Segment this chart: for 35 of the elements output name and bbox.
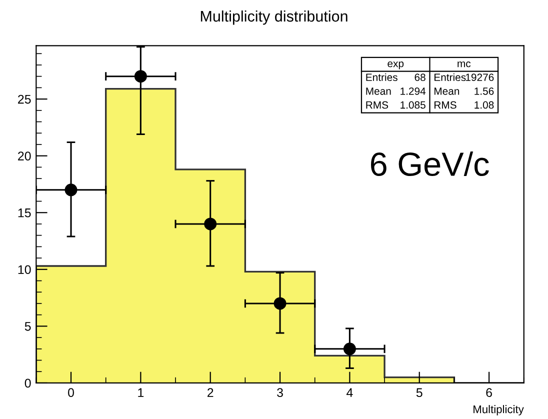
annotation: 68 xyxy=(414,74,426,82)
annotation: RMS xyxy=(366,101,388,109)
y-tick-label: 5 xyxy=(24,322,31,331)
chart-title: Multiplicity distribution xyxy=(200,10,348,25)
x-tick-label: 6 xyxy=(486,388,492,398)
x-tick-label: 5 xyxy=(416,388,422,398)
annotation: 1.294 xyxy=(400,87,426,95)
annotation: Mean xyxy=(366,88,391,95)
point xyxy=(134,70,147,83)
annotation: 1.08 xyxy=(474,101,494,109)
x-axis-title: Multiplicity xyxy=(474,405,524,416)
point xyxy=(343,342,356,356)
annotation: Mean xyxy=(434,88,460,95)
annotation: exp xyxy=(388,61,404,70)
y-tick-label: 20 xyxy=(18,152,31,160)
point xyxy=(204,218,217,230)
annotation: 6 GeV/c xyxy=(371,152,489,176)
annotation: 19276 xyxy=(466,74,494,82)
y-tick-label: 25 xyxy=(18,94,31,104)
x-tick-label: 0 xyxy=(68,388,74,398)
x-tick-label: 1 xyxy=(138,388,144,397)
x-tick-label: 4 xyxy=(346,388,353,397)
annotation: Entries xyxy=(434,73,466,82)
annotation: 1.085 xyxy=(400,101,426,109)
annotation: Entries xyxy=(366,73,398,82)
y-tick-label: 15 xyxy=(18,208,31,218)
point xyxy=(274,297,286,310)
annotation: RMS xyxy=(434,101,456,109)
y-tick-label: 10 xyxy=(18,265,31,274)
annotation: 1.56 xyxy=(474,87,494,95)
x-tick-label: 2 xyxy=(208,388,214,397)
y-tick-label: 0 xyxy=(24,378,31,388)
point xyxy=(64,184,78,196)
annotation: mc xyxy=(458,61,471,68)
x-tick-label: 3 xyxy=(277,388,283,398)
